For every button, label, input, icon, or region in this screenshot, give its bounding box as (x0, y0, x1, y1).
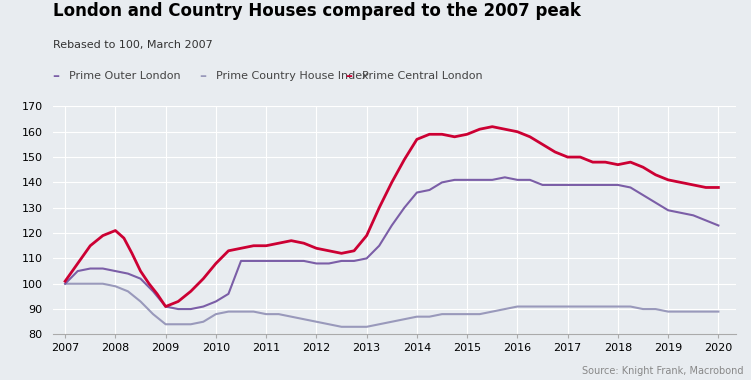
Text: London and Country Houses compared to the 2007 peak: London and Country Houses compared to th… (53, 2, 581, 20)
Text: Source: Knight Frank, Macrobond: Source: Knight Frank, Macrobond (582, 366, 743, 376)
Text: –: – (199, 69, 206, 83)
Text: Rebased to 100, March 2007: Rebased to 100, March 2007 (53, 40, 213, 50)
Text: –: – (53, 69, 59, 83)
Text: –: – (345, 69, 352, 83)
Text: Prime Outer London: Prime Outer London (69, 71, 181, 81)
Text: Prime Central London: Prime Central London (362, 71, 483, 81)
Text: Prime Country House Index: Prime Country House Index (216, 71, 368, 81)
